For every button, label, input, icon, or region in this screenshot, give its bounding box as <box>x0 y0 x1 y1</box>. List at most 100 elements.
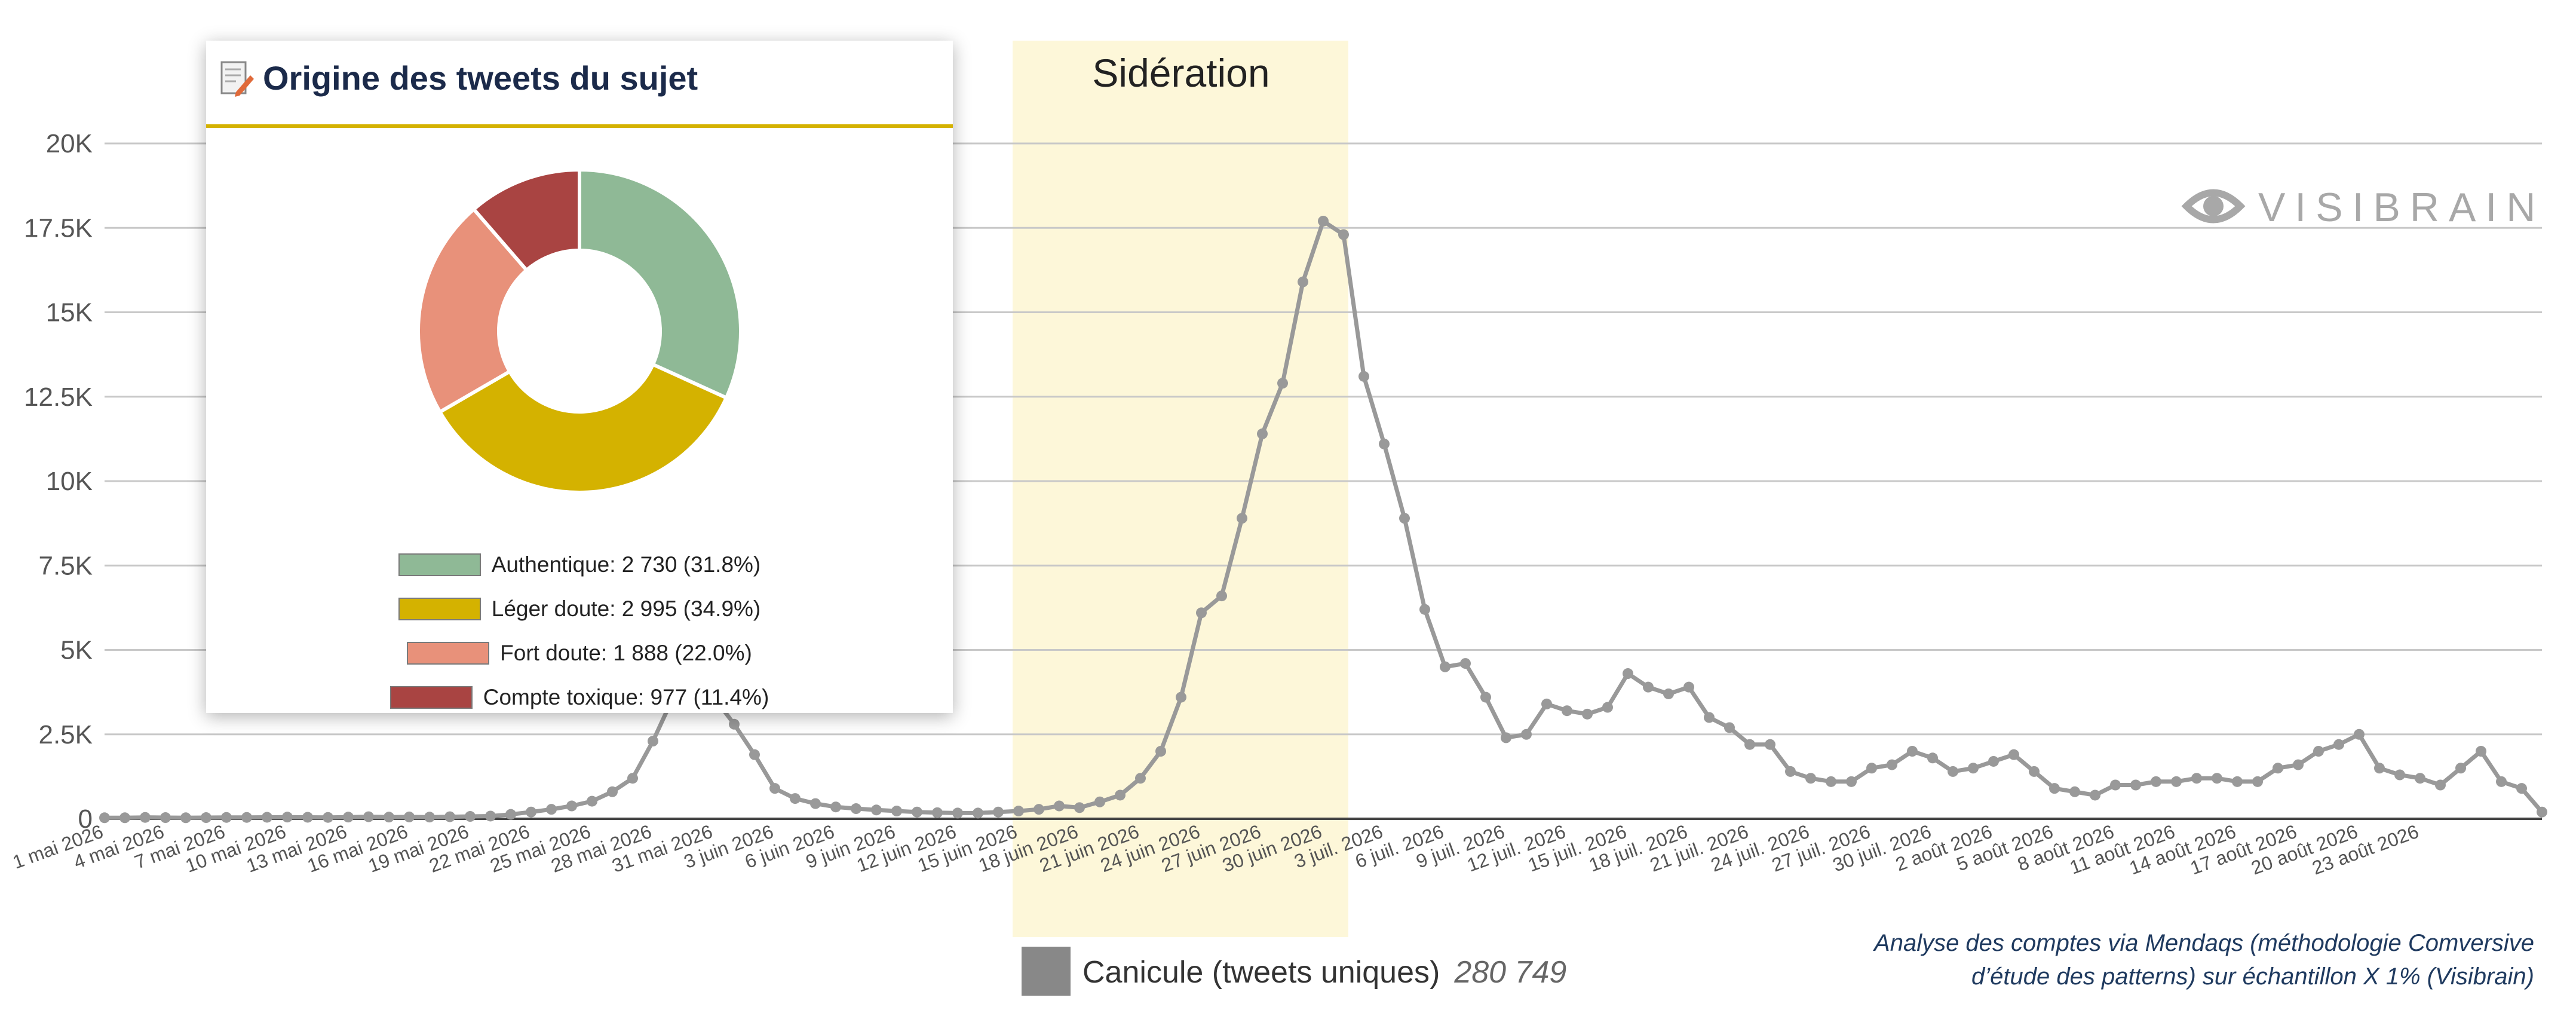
data-point <box>2090 789 2100 801</box>
legend-series-name: Canicule (tweets uniques) <box>1082 955 1440 990</box>
data-point <box>1805 773 1816 784</box>
data-point <box>912 806 922 818</box>
legend-swatch-fort-doute <box>407 642 490 665</box>
y-tick-label: 15K <box>46 298 93 328</box>
note-line-1: Analyse des comptes via Mendaqs (méthodo… <box>1874 930 2534 956</box>
donut-slice-fort-doute <box>416 206 529 415</box>
data-point <box>587 795 597 807</box>
data-point <box>2293 759 2304 770</box>
data-point <box>1887 759 1897 770</box>
data-point <box>1866 763 1877 774</box>
legend-series-total: 280 749 <box>1453 955 1566 990</box>
data-point <box>221 812 232 823</box>
data-point <box>1135 773 1146 784</box>
data-point <box>1216 590 1227 602</box>
data-point <box>1419 604 1430 615</box>
data-point <box>201 812 211 824</box>
data-point <box>2313 746 2324 757</box>
data-point <box>1927 752 1938 764</box>
data-point <box>2273 763 2283 774</box>
data-point <box>2252 776 2263 787</box>
data-point <box>140 812 151 823</box>
data-point <box>1460 658 1471 669</box>
data-point <box>1501 732 1511 743</box>
data-point <box>2537 806 2547 818</box>
data-point <box>1237 513 1247 524</box>
data-point <box>1521 729 1532 740</box>
donut-slice-compte-toxique <box>471 167 581 273</box>
data-point <box>2333 739 2344 750</box>
data-point <box>2435 779 2446 791</box>
data-point <box>363 811 374 822</box>
data-point <box>1440 661 1450 672</box>
data-point <box>2455 763 2466 774</box>
sideration-label: Sidération <box>1092 51 1269 95</box>
methodology-note: Analyse des comptes via Mendaqs (méthodo… <box>1578 926 2534 993</box>
data-point <box>2130 779 2141 791</box>
data-point <box>1683 681 1694 693</box>
visibrain-watermark: VISIBRAIN <box>2181 185 2535 230</box>
data-point <box>2171 776 2182 787</box>
legend-label-leger-doute: Léger doute: 2 995 (34.9%) <box>491 596 761 621</box>
inset-header: Origine des tweets du sujet <box>206 41 953 128</box>
data-point <box>1602 702 1613 713</box>
data-point <box>1338 229 1349 240</box>
data-point <box>1176 691 1186 703</box>
data-point <box>241 812 252 823</box>
y-tick-label: 0 <box>78 804 93 834</box>
data-point <box>119 812 130 824</box>
data-point <box>2212 773 2222 784</box>
y-axis-ticks: 0 2.5K 5K 7.5K 10K 12.5K 15K 17.5K 20K <box>24 129 93 834</box>
data-point <box>2151 776 2161 787</box>
data-point <box>404 811 415 822</box>
data-point <box>2374 763 2385 774</box>
data-point <box>282 812 293 823</box>
data-point <box>1155 746 1166 757</box>
data-point <box>2415 773 2425 784</box>
data-point <box>2232 776 2243 787</box>
data-point <box>1034 804 1044 815</box>
data-point <box>871 804 882 816</box>
data-point <box>302 812 313 823</box>
data-point <box>1704 712 1715 723</box>
data-point <box>505 809 516 820</box>
data-point <box>1623 668 1633 680</box>
data-point <box>607 786 618 797</box>
data-point <box>1582 708 1593 720</box>
data-point <box>1013 806 1024 817</box>
origin-inset-panel: Origine des tweets du sujet Authentique:… <box>206 41 953 713</box>
legend-label-authentique: Authentique: 2 730 (31.8%) <box>491 552 761 577</box>
data-point <box>749 749 760 760</box>
data-point <box>1196 607 1207 619</box>
data-point <box>648 736 658 747</box>
legend-swatch-authentique <box>398 553 481 576</box>
y-tick-label: 5K <box>60 636 93 665</box>
data-point <box>1115 789 1126 801</box>
legend-item-authentique: Authentique: 2 730 (31.8%) <box>206 543 953 587</box>
data-point <box>1744 739 1755 750</box>
series-points <box>99 215 2547 824</box>
data-point <box>1643 681 1654 693</box>
data-point <box>1765 739 1775 750</box>
origin-donut-chart <box>416 167 743 494</box>
data-point <box>1094 796 1105 807</box>
data-point <box>1379 438 1390 449</box>
y-tick-label: 20K <box>46 129 93 158</box>
data-point <box>891 806 902 817</box>
eye-icon <box>2181 189 2246 224</box>
data-point <box>99 812 110 824</box>
inset-title: Origine des tweets du sujet <box>263 59 698 97</box>
data-point <box>1948 766 1958 777</box>
data-point <box>566 800 577 812</box>
legend-swatch-compte-toxique <box>390 686 473 709</box>
y-tick-label: 10K <box>46 467 93 496</box>
y-tick-label: 12.5K <box>24 382 93 412</box>
data-point <box>1480 691 1491 703</box>
data-point <box>2354 729 2365 740</box>
legend-item-fort-doute: Fort doute: 1 888 (22.0%) <box>206 631 953 675</box>
data-point <box>1846 776 1857 787</box>
data-point <box>932 807 943 818</box>
data-point <box>384 812 394 823</box>
document-edit-icon <box>220 61 254 97</box>
data-point <box>1988 755 1999 767</box>
